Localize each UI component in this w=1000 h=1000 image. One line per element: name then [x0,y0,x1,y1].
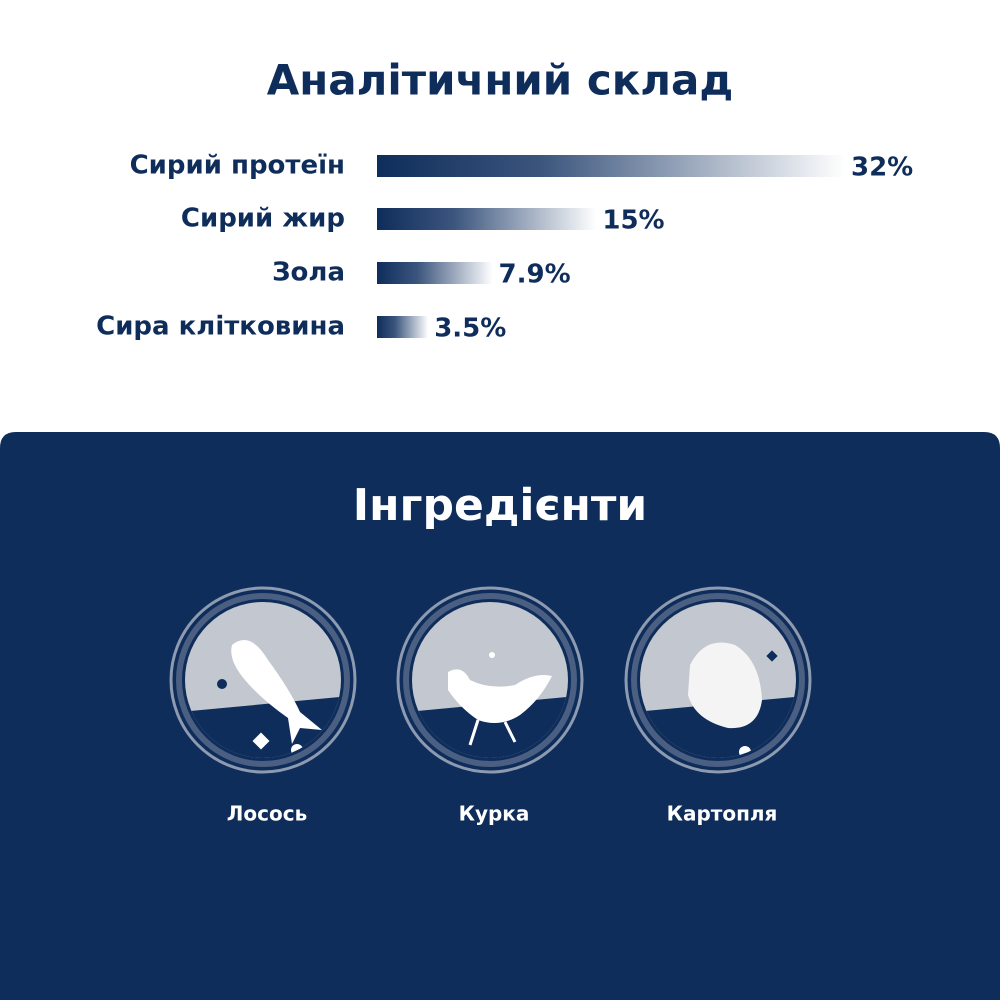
category-label: Сирий жир [181,204,345,234]
category-label: Сирий протеїн [130,151,345,181]
category-label: Сира клітковина [96,312,345,342]
value-label: 15% [602,206,664,236]
ingredient-label: Курка [459,802,530,826]
bar [377,155,845,177]
bar [377,316,429,338]
chart-title: Аналітичний склад [267,56,734,105]
ingredient-label: Картопля [667,802,778,826]
ingredient-icon [396,586,584,774]
ingredient-label: Лосось [227,802,307,826]
ingredient-labels: Лосось Курка Картопля [227,802,778,826]
ingredient-icon [169,586,357,774]
value-label: 32% [851,153,913,183]
bar [377,208,597,230]
ingredients-title: Інгредієнти [353,480,648,531]
bar-chart: Сирий протеїн 32% Сирий жир 15% Зола 7.9% Сира… [96,151,913,344]
bar [377,262,493,284]
value-label: 7.9% [499,260,571,290]
category-label: Зола [272,258,345,288]
value-label: 3.5% [434,314,506,344]
ingredient-icon [624,586,812,774]
